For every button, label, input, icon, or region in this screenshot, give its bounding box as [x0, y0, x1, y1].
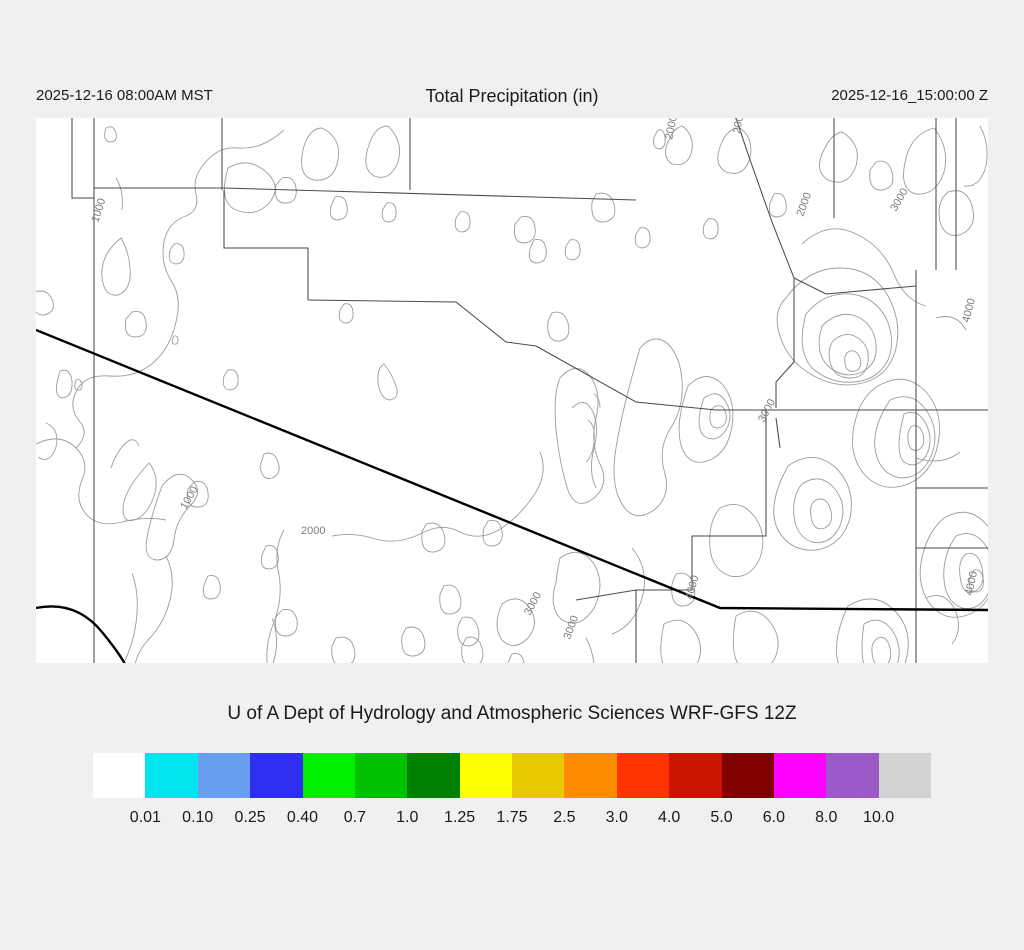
svg-text:4000: 4000: [963, 570, 980, 596]
terrain-contours: [36, 125, 988, 663]
colorbar-swatch-12: [721, 753, 774, 798]
colorbar-tick-1.25: 1.25: [444, 809, 476, 826]
colorbar-swatch-5: [354, 753, 408, 798]
precipitation-colorbar: [93, 753, 931, 798]
colorbar-tick-labels: 0.01 0.10 0.25 0.40 0.7 1.0 1.25 1.75 2.5 3.0 4.0 5…: [93, 807, 931, 833]
colorbar-tick-4.0: 4.0: [658, 809, 681, 826]
colorbar-swatch-6: [407, 753, 460, 798]
colorbar-tick-6.0: 6.0: [762, 809, 785, 826]
map-header: 2025-12-16 08:00AM MST Total Precipitati…: [0, 86, 1024, 112]
colorbar-swatch-4: [302, 753, 355, 798]
colorbar-tick-1.75: 1.75: [496, 809, 528, 826]
colorbar-swatch-1: [145, 753, 198, 798]
colorbar-tick-1.0: 1.0: [396, 809, 419, 826]
colorbar-tick-0.7: 0.7: [343, 809, 366, 826]
county-boundaries: [71, 118, 988, 663]
colorbar-tick-10.0: 10.0: [863, 809, 895, 826]
colorbar-swatch-0: [93, 753, 146, 798]
colorbar-swatch-7: [459, 753, 512, 798]
colorbar-tick-0.01: 0.01: [129, 809, 161, 826]
model-attribution-caption: U of A Dept of Hydrology and Atmospheric…: [227, 703, 797, 724]
colorbar-tick-2.5: 2.5: [553, 809, 576, 826]
svg-text:4000: 4000: [960, 297, 978, 324]
international-border: [36, 328, 988, 663]
colorbar-swatch-3: [250, 753, 303, 798]
colorbar-swatch-13: [773, 753, 827, 798]
colorbar-swatch-9: [564, 753, 617, 798]
colorbar-tick-0.10: 0.10: [182, 809, 214, 826]
colorbar-swatch-14: [826, 753, 879, 798]
colorbar-swatch-11: [669, 753, 722, 798]
colorbar-swatch-2: [197, 753, 251, 798]
colorbar-tick-0.40: 0.40: [286, 809, 319, 826]
colorbar-tick-5.0: 5.0: [710, 809, 733, 826]
map-background: [36, 118, 988, 663]
page-title: Total Precipitation (in): [425, 86, 599, 106]
colorbar-swatch-15: [878, 753, 931, 798]
colorbar-swatch-10: [616, 753, 670, 798]
svg-text:2000: 2000: [731, 118, 747, 135]
map-canvas[interactable]: 1000 1000 2000 2000 2000 2000 3000 3000 …: [36, 118, 988, 663]
colorbar-tick-0.25: 0.25: [234, 809, 266, 826]
svg-text:2000: 2000: [663, 118, 680, 141]
valid-time-local: 2025-12-16 08:00AM MST: [36, 87, 213, 104]
svg-text:2000: 2000: [301, 525, 325, 537]
valid-time-utc: 2025-12-16_15:00:00 Z: [831, 87, 988, 104]
colorbar-tick-3.0: 3.0: [605, 809, 628, 826]
colorbar-tick-8.0: 8.0: [815, 809, 838, 826]
colorbar-swatch-8: [512, 753, 565, 798]
